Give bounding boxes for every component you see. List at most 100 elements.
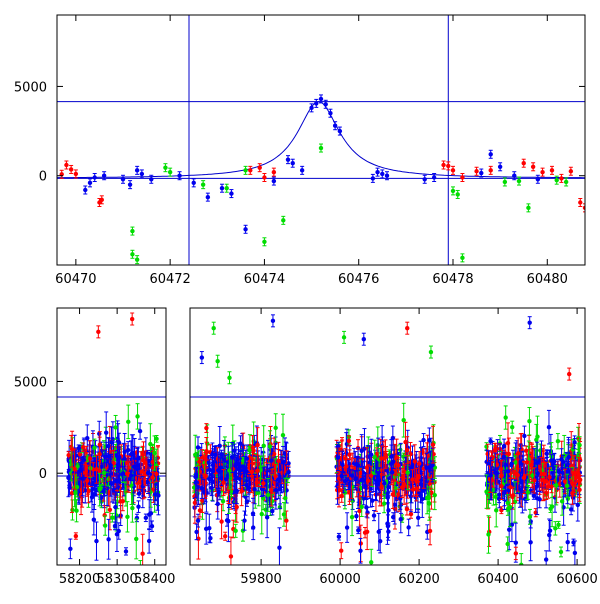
bottom-data-point xyxy=(265,515,269,519)
bottom-notable-point xyxy=(130,317,134,321)
top-data-point xyxy=(564,180,568,184)
top-data-point xyxy=(460,256,464,260)
top-data-point xyxy=(291,161,295,165)
bottom-data-point xyxy=(372,513,376,517)
bottom-data-point xyxy=(269,458,273,462)
bottom-data-point xyxy=(125,472,129,476)
bottom-data-point xyxy=(274,426,278,430)
bottom-data-point xyxy=(72,467,76,471)
top-data-point xyxy=(149,177,153,181)
top-data-point xyxy=(229,191,233,195)
bottom-data-point xyxy=(409,512,413,516)
bottom-data-point xyxy=(274,488,278,492)
bottom-data-point xyxy=(78,468,82,472)
bottom-data-point xyxy=(138,429,142,433)
bottom-data-point xyxy=(398,504,402,508)
bottom-data-point xyxy=(92,518,96,522)
bottom-data-point xyxy=(194,530,198,534)
bottom-data-point xyxy=(401,454,405,458)
bottom-data-point xyxy=(150,524,154,528)
bottom-data-point xyxy=(269,488,273,492)
top-data-point xyxy=(338,129,342,133)
top-data-point xyxy=(140,172,144,176)
bottom-data-point xyxy=(154,437,158,441)
top-data-point xyxy=(526,206,530,210)
bottom-data-point xyxy=(252,487,256,491)
top-xtick-label: 60476 xyxy=(338,272,379,287)
bottom-data-point xyxy=(391,459,395,463)
top-data-point xyxy=(531,165,535,169)
bottom-data-point xyxy=(134,537,138,541)
bottom-data-point xyxy=(147,539,151,543)
top-data-point xyxy=(309,106,313,110)
bottom-data-point xyxy=(132,464,136,468)
bottom-data-point xyxy=(391,492,395,496)
top-data-point xyxy=(206,195,210,199)
bottom-data-point xyxy=(357,509,361,513)
bottom-data-point xyxy=(148,442,152,446)
top-data-point xyxy=(93,175,97,179)
bottom-data-point xyxy=(113,505,117,509)
bottom-data-point xyxy=(221,480,225,484)
top-data-point xyxy=(220,186,224,190)
bottom-data-point xyxy=(366,479,370,483)
bottom-data-point xyxy=(365,530,369,534)
top-data-point xyxy=(333,124,337,128)
top-data-point xyxy=(371,176,375,180)
bottom-data-point xyxy=(390,470,394,474)
bottom-data-point xyxy=(94,467,98,471)
top-data-point xyxy=(540,170,544,174)
bottom-data-point xyxy=(281,460,285,464)
bottom-data-point xyxy=(126,420,130,424)
bottom-data-point xyxy=(379,456,383,460)
bottom-data-point xyxy=(347,439,351,443)
bottom-data-point xyxy=(356,463,360,467)
bottom-data-point xyxy=(75,485,79,489)
bottom-data-point xyxy=(225,518,229,522)
top-data-point xyxy=(456,192,460,196)
bottom-data-point xyxy=(336,455,340,459)
bottom-data-point xyxy=(232,448,236,452)
bottom-data-point xyxy=(377,530,381,534)
bottom-data-point xyxy=(391,515,395,519)
bottom-data-point xyxy=(270,509,274,513)
bottom-data-point xyxy=(356,528,360,532)
bottom-data-point xyxy=(283,496,287,500)
bottom-data-point xyxy=(106,537,110,541)
bottom-data-point xyxy=(108,508,112,512)
top-data-point xyxy=(319,146,323,150)
bottom-data-point xyxy=(74,534,78,538)
bottom-data-point xyxy=(424,466,428,470)
top-data-point xyxy=(314,101,318,105)
bottom-data-point xyxy=(223,534,227,538)
bottom-data-point xyxy=(136,456,140,460)
bottom-data-point xyxy=(208,468,212,472)
bottom-data-point xyxy=(196,518,200,522)
bottom-data-point xyxy=(137,491,141,495)
bottom-data-point xyxy=(339,548,343,552)
bottom-data-point xyxy=(386,508,390,512)
bottom-data-point xyxy=(70,508,74,512)
bottom-data-point xyxy=(152,451,156,455)
top-data-point xyxy=(128,182,132,186)
bottom-data-point xyxy=(343,479,347,483)
bottom-data-point xyxy=(129,473,133,477)
top-xtick-label: 60472 xyxy=(149,272,190,287)
top-data-point xyxy=(522,161,526,165)
bottom-data-point xyxy=(112,457,116,461)
top-data-point xyxy=(168,170,172,174)
bottom-data-point xyxy=(420,497,424,501)
bottom-data-point xyxy=(194,480,198,484)
bottom-data-point xyxy=(154,472,158,476)
top-data-point xyxy=(451,168,455,172)
bottom-data-point xyxy=(360,505,364,509)
top-data-point xyxy=(451,189,455,193)
bottom-data-point xyxy=(277,545,281,549)
bottom-data-point xyxy=(122,457,126,461)
bottom-data-point xyxy=(67,485,71,489)
top-data-point xyxy=(512,174,516,178)
bottom-data-point xyxy=(137,480,141,484)
bottom-data-point xyxy=(369,560,373,564)
